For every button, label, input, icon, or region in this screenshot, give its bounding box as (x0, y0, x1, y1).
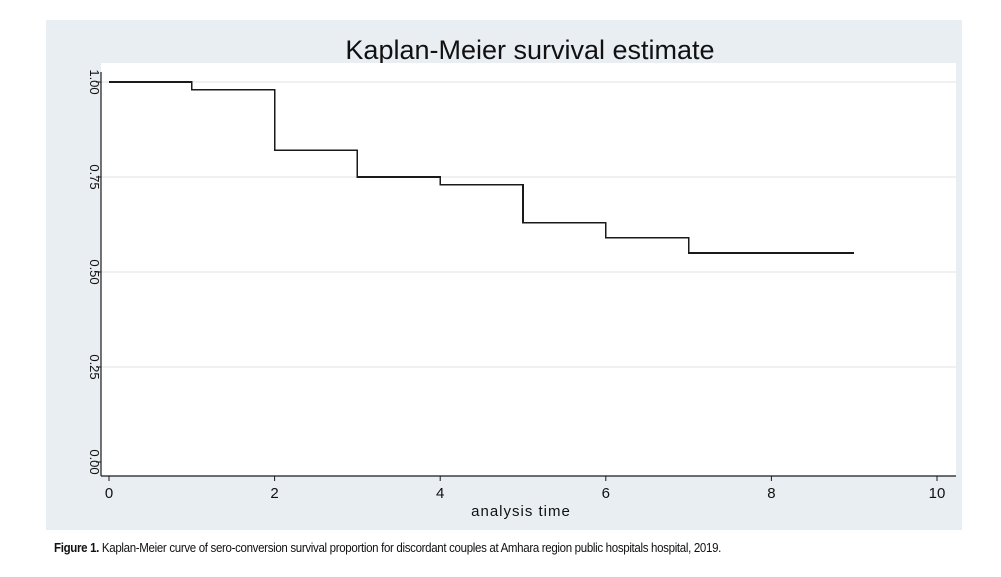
survival-step-line (109, 81, 855, 254)
figure-panel: Kaplan-Meier survival estimate 0.00 0.25 0… (46, 20, 962, 530)
chart-title: Kaplan-Meier survival estimate (345, 35, 714, 65)
x-tick-label: 10 (929, 485, 946, 502)
x-tick-label: 8 (767, 485, 775, 502)
x-axis-label: analysis time (471, 503, 571, 520)
x-tick-label: 6 (602, 485, 610, 502)
x-tick-label: 2 (270, 485, 278, 502)
tick-labels: 0.00 0.25 0.50 0.75 1.00 0 2 4 6 8 10 (87, 69, 945, 502)
axes (96, 72, 956, 481)
y-tick-label: 0.50 (87, 259, 102, 284)
series-layer (109, 81, 855, 254)
y-tick-label: 1.00 (87, 69, 102, 94)
gridlines (101, 81, 956, 368)
y-tick-label: 0.25 (87, 354, 102, 379)
y-tick-label: 0.75 (87, 164, 102, 189)
caption-text: Kaplan-Meier curve of sero-conversion su… (99, 541, 722, 555)
x-tick-label: 4 (436, 485, 444, 502)
plot-area (101, 63, 956, 476)
figure-caption: Figure 1. Kaplan-Meier curve of sero-con… (54, 541, 910, 555)
y-tick-label: 0.00 (87, 449, 102, 474)
km-chart: Kaplan-Meier survival estimate 0.000.250… (87, 35, 956, 520)
caption-label: Figure 1. (54, 541, 100, 555)
x-tick-label: 0 (105, 485, 113, 502)
